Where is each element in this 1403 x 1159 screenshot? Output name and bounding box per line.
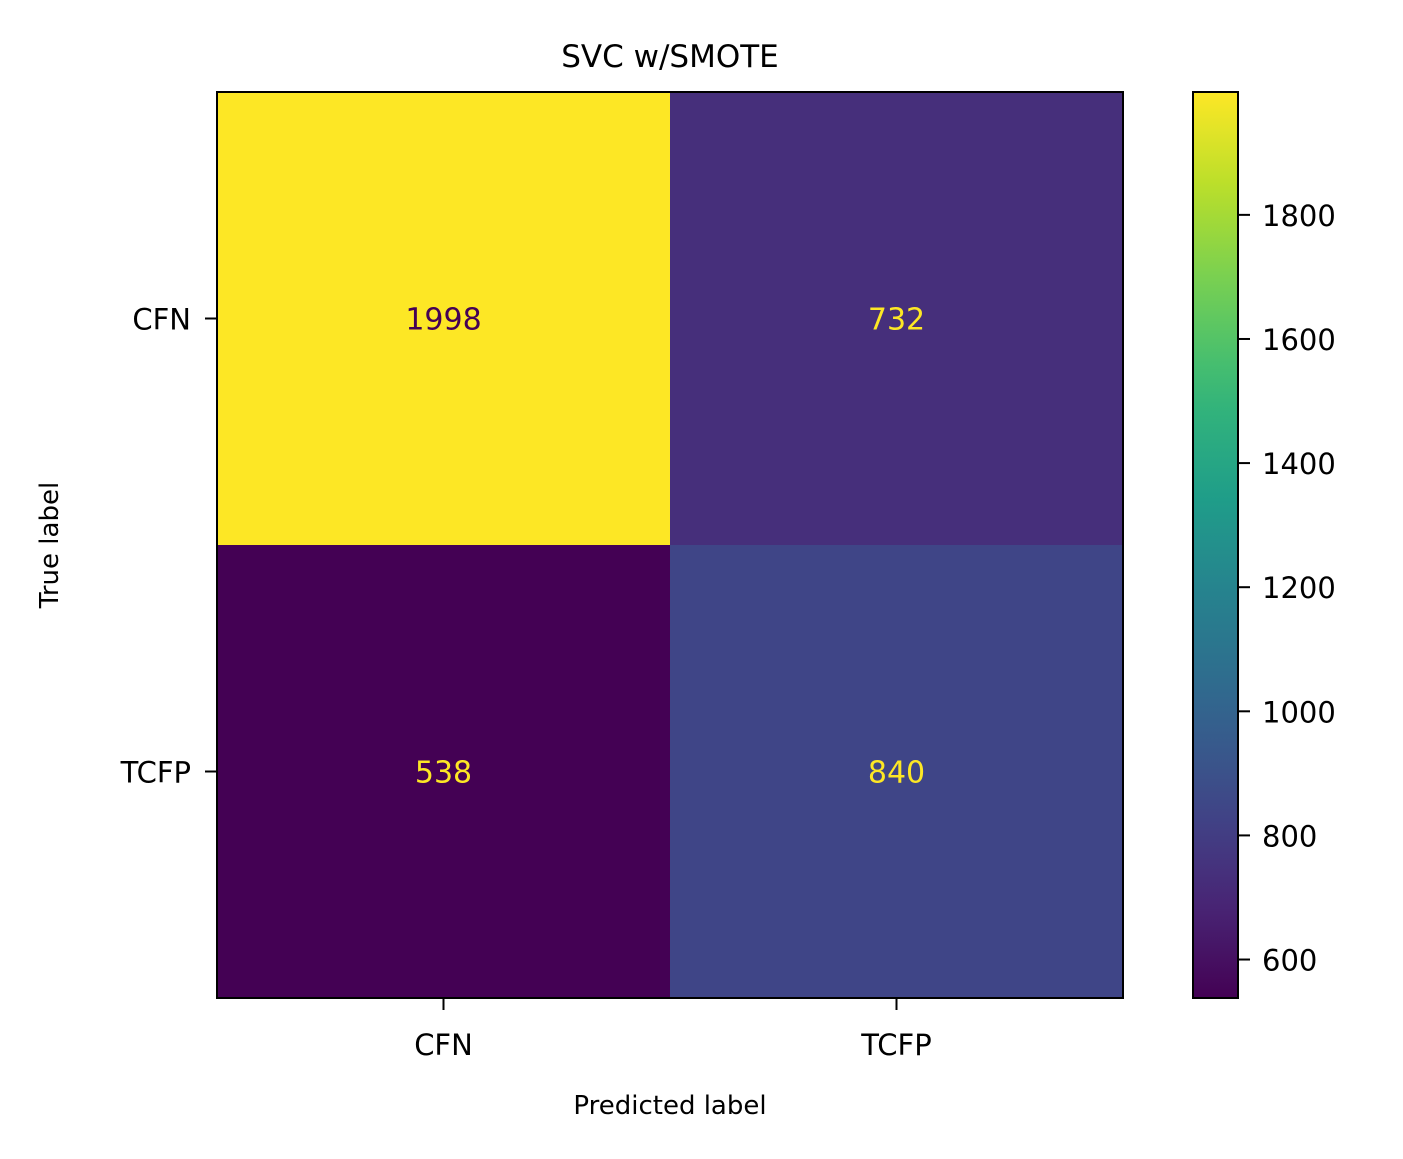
- x-axis-ticks: CFN TCFP: [414, 998, 932, 1062]
- cell-value-labels: 1998 732 538 840: [405, 303, 925, 791]
- x-tick-label: CFN: [414, 1028, 473, 1062]
- colorbar-tick-label: 1800: [1262, 199, 1336, 233]
- colorbar-tick-label: 1400: [1262, 447, 1336, 481]
- matrix-cells: [217, 92, 1123, 998]
- y-tick-label: TCFP: [120, 756, 191, 790]
- chart-title: SVC w/SMOTE: [561, 39, 779, 75]
- matrix-cell: [670, 545, 1123, 998]
- cell-value-label: 1998: [405, 303, 481, 338]
- colorbar-tick-label: 800: [1262, 819, 1317, 853]
- x-tick-label: TCFP: [860, 1028, 931, 1062]
- y-axis-ticks: CFN TCFP: [120, 303, 217, 790]
- colorbar: [1193, 92, 1238, 998]
- x-axis-label: Predicted label: [573, 1091, 766, 1121]
- matrix-cell: [217, 92, 670, 545]
- colorbar-ticks: 600 800 1000 1200 1400 1600 1800: [1238, 199, 1336, 978]
- colorbar-tick-label: 1200: [1262, 571, 1336, 605]
- matrix-cell: [217, 545, 670, 998]
- y-tick-label: CFN: [132, 303, 191, 337]
- colorbar-frame: [1192, 91, 1239, 999]
- cell-value-label: 840: [868, 756, 925, 791]
- matrix-cell: [670, 92, 1123, 545]
- colorbar-tick-label: 1600: [1262, 323, 1336, 357]
- y-axis-label: True label: [35, 482, 65, 609]
- colorbar-tick-label: 600: [1262, 944, 1317, 978]
- cell-value-label: 538: [415, 756, 472, 791]
- plot-frame: [216, 91, 1124, 999]
- colorbar-tick-label: 1000: [1262, 695, 1336, 729]
- cell-value-label: 732: [868, 303, 925, 338]
